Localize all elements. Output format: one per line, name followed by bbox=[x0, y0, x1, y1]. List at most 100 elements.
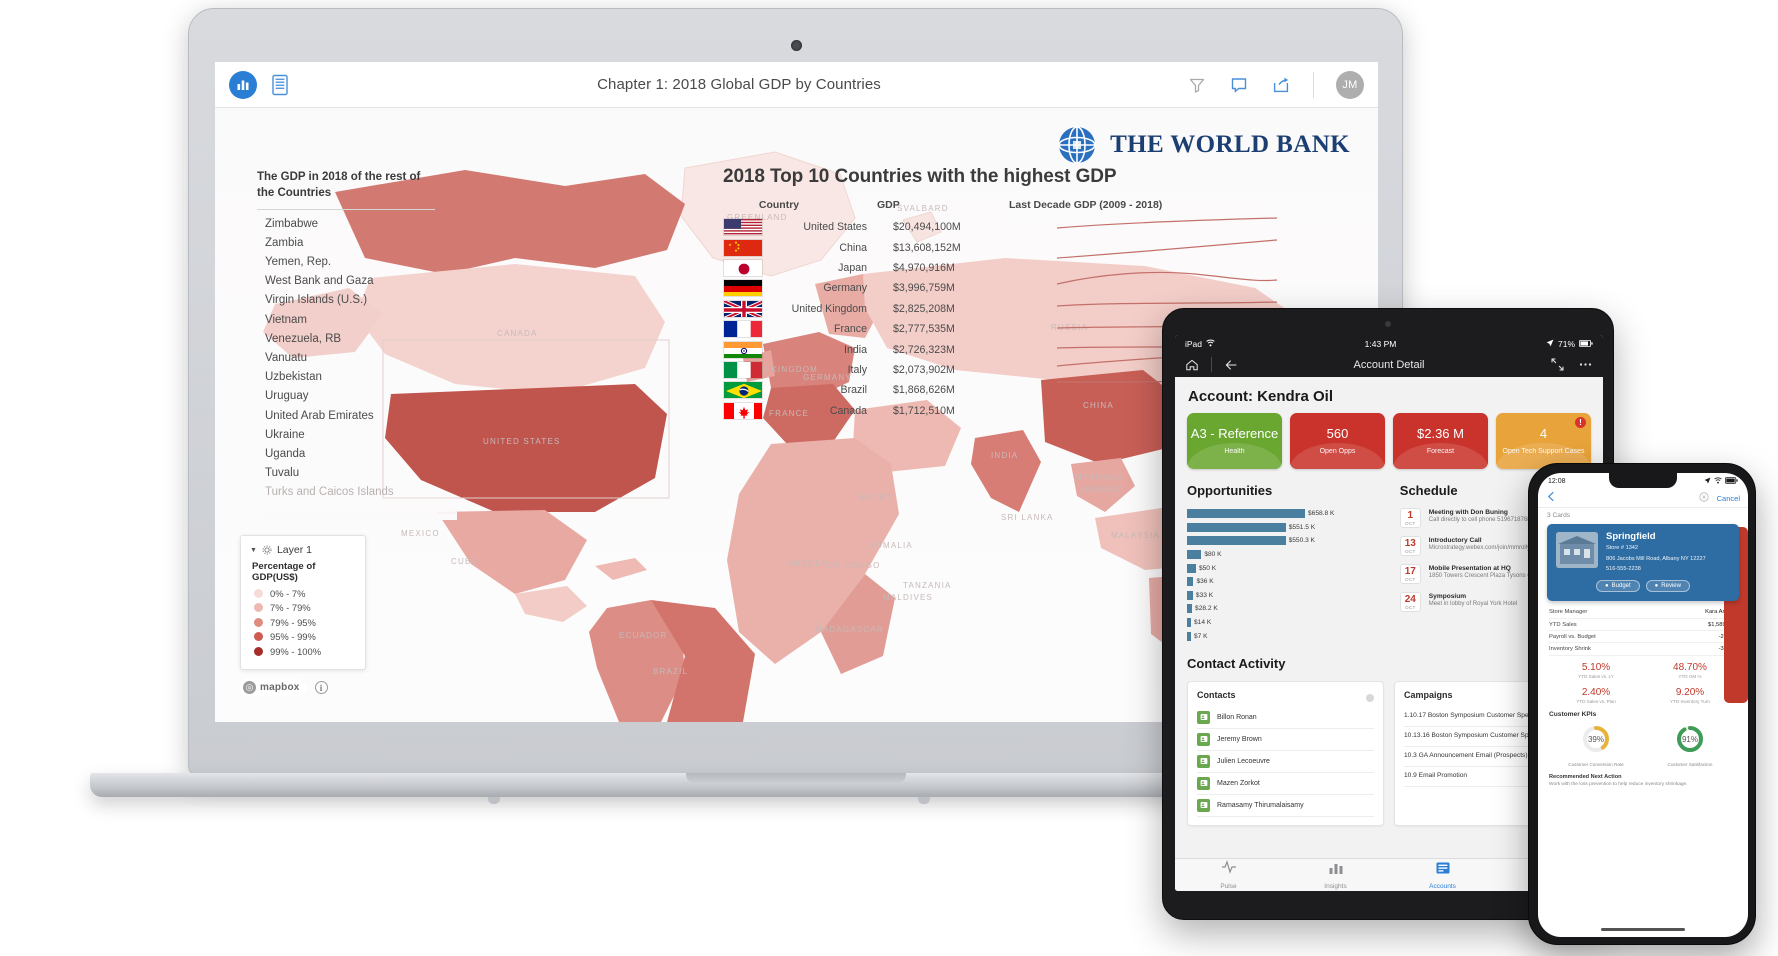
svg-text:FRANCE: FRANCE bbox=[769, 409, 809, 418]
schedule-item[interactable]: 17 OCT Mobile Presentation at HQ 1850 Tower… bbox=[1399, 564, 1591, 584]
opportunity-bar-row[interactable]: $551.5 K bbox=[1187, 522, 1388, 534]
contact-list-item[interactable]: Jeremy Brown bbox=[1197, 729, 1374, 751]
tab-accounts[interactable]: Accounts bbox=[1389, 860, 1496, 890]
laptop-foot-right bbox=[918, 797, 930, 804]
review-button[interactable]: ● Review bbox=[1645, 579, 1690, 592]
opportunity-bar-row[interactable]: $80 K bbox=[1187, 549, 1388, 561]
country-list-item[interactable]: Uzbekistan bbox=[265, 371, 322, 384]
opportunity-bar-row[interactable]: $33 K bbox=[1187, 590, 1388, 602]
contact-list-item[interactable]: Billon Ronan bbox=[1197, 707, 1374, 729]
schedule-text: Meeting with Don Buning Call directly to … bbox=[1429, 508, 1531, 525]
schedule-list[interactable]: 1 OCT Meeting with Don Buning Call directly… bbox=[1399, 508, 1591, 612]
gdp-table-row[interactable]: China $13,608,152M bbox=[723, 237, 1283, 257]
gdp-table-row[interactable]: India $2,726,323M bbox=[723, 339, 1283, 359]
opportunities-bar-chart[interactable]: $658.8 K $551.5 K $550.3 K $80 K $50 K $36 K $… bbox=[1187, 508, 1388, 642]
country-list-item[interactable]: Venezuela, RB bbox=[265, 332, 342, 345]
opportunity-bar-row[interactable]: $658.8 K bbox=[1187, 508, 1388, 520]
comment-icon[interactable] bbox=[1229, 75, 1249, 95]
country-list-item[interactable]: Uruguay bbox=[265, 390, 309, 403]
gdp-table-row[interactable]: Germany $3,996,759M bbox=[723, 278, 1283, 298]
tab-insights[interactable]: Insights bbox=[1282, 860, 1389, 890]
country-list-item[interactable]: Zambia bbox=[265, 236, 304, 249]
store-card[interactable]: Springfield Store # 1342 806 Jacobs Mill… bbox=[1547, 524, 1739, 601]
store-percent-metric: 5.10% YTD Sales vs. LY bbox=[1549, 662, 1643, 679]
document-icon[interactable] bbox=[269, 73, 291, 97]
country-list-item[interactable]: West Bank and Gaza bbox=[265, 275, 374, 288]
country-list-item[interactable]: Vanuatu bbox=[265, 351, 307, 364]
device-label: iPad bbox=[1185, 338, 1203, 349]
campaign-list-item[interactable]: 10.3 GA Announcement Email (Prospects) bbox=[1404, 747, 1581, 767]
kpi-tile[interactable]: $2.36 M Forecast bbox=[1393, 413, 1488, 469]
schedule-item[interactable]: 13 OCT Introductory Call Microstrategy.webe… bbox=[1399, 536, 1591, 556]
country-list-item[interactable]: Uganda bbox=[265, 447, 306, 460]
contact-list-item[interactable]: Ramasamy Thirumalaisamy bbox=[1197, 795, 1374, 817]
gdp-table-row[interactable]: United States $20,494,100M bbox=[723, 217, 1283, 237]
filter-icon[interactable] bbox=[1187, 75, 1207, 95]
app-toolbar: Chapter 1: 2018 Global GDP by Countries bbox=[215, 62, 1378, 108]
country-list-item[interactable]: United Arab Emirates bbox=[265, 409, 374, 422]
gdp-table-row[interactable]: France $2,777,535M bbox=[723, 319, 1283, 339]
schedule-panel: Schedule 1 OCT Meeting with Don Buning Call… bbox=[1399, 483, 1591, 644]
cancel-button[interactable]: Cancel bbox=[1716, 493, 1740, 503]
campaigns-list[interactable]: 1.10.17 Boston Symposium Customer Speake… bbox=[1404, 707, 1581, 787]
campaign-list-item[interactable]: 10.13.16 Boston Symposium Customer Speak… bbox=[1404, 727, 1581, 747]
country-list-item[interactable]: Tuvalu bbox=[265, 467, 300, 480]
country-list-item[interactable]: Yemen, Rep. bbox=[265, 256, 332, 268]
country-list-item[interactable]: Zimbabwe bbox=[265, 217, 319, 230]
chevron-down-icon[interactable]: ▼ bbox=[250, 546, 257, 554]
home-icon[interactable] bbox=[1185, 358, 1199, 372]
svg-text:MYANMAR: MYANMAR bbox=[1075, 473, 1124, 482]
more-horizontal-icon[interactable] bbox=[1579, 358, 1593, 372]
kpi-tile[interactable]: 560 Open Opps bbox=[1290, 413, 1385, 469]
country-list-item[interactable]: Virgin Islands (U.S.) bbox=[265, 294, 368, 307]
clear-circle-icon[interactable] bbox=[1699, 489, 1709, 507]
map-legend[interactable]: ▼ Layer 1 Percentage of GDP(US$) 0% - 7%… bbox=[240, 535, 366, 670]
legend-layer-header[interactable]: ▼ Layer 1 bbox=[250, 544, 356, 556]
map-attribution[interactable]: ◎ mapbox i bbox=[240, 679, 328, 696]
mapbox-logo-icon[interactable]: ◎ mapbox bbox=[240, 679, 307, 696]
kpi-tile[interactable]: A3 - Reference Health bbox=[1187, 413, 1282, 469]
contacts-card-menu-icon[interactable] bbox=[1366, 694, 1374, 703]
gdp-table-row[interactable]: Brazil $1,868,626M bbox=[723, 380, 1283, 400]
contact-list-item[interactable]: Julien Lecoeuvre bbox=[1197, 751, 1374, 773]
svg-text:GREENLAND: GREENLAND bbox=[727, 213, 788, 222]
campaign-list-item[interactable]: 1.10.17 Boston Symposium Customer Speake… bbox=[1404, 707, 1581, 727]
opportunity-bar-row[interactable]: $550.3 K bbox=[1187, 535, 1388, 547]
country-list-item[interactable]: Ukraine bbox=[265, 428, 305, 441]
percent-label: YTD Sales vs. LY bbox=[1578, 673, 1614, 679]
country-list-item[interactable]: Vietnam bbox=[265, 313, 307, 326]
opportunity-bar-label: $28.2 K bbox=[1195, 605, 1218, 613]
contact-list-item[interactable]: Mazen Zorkot bbox=[1197, 773, 1374, 795]
legend-rows: 0% - 7% 7% - 79% 79% - 95% 95% - 99% 99% - 1… bbox=[250, 588, 356, 657]
recommendation-title: Recommended Next Action bbox=[1549, 773, 1622, 780]
opportunity-bar-row[interactable]: $7 K bbox=[1187, 630, 1388, 642]
budget-button[interactable]: ● Budget bbox=[1596, 579, 1640, 592]
gear-icon[interactable] bbox=[262, 545, 272, 555]
gdp-table-row[interactable]: Japan $4,970,916M bbox=[723, 258, 1283, 278]
avatar[interactable]: JM bbox=[1336, 70, 1364, 99]
share-icon[interactable] bbox=[1271, 75, 1291, 95]
tab-pulse[interactable]: Pulse bbox=[1175, 860, 1282, 890]
gdp-table-row[interactable]: Canada $1,712,510M bbox=[723, 401, 1283, 421]
gdp-table-row[interactable]: Italy $2,073,902M bbox=[723, 360, 1283, 380]
kpi-value: $2.36 M bbox=[1417, 426, 1464, 442]
info-icon[interactable]: i bbox=[314, 681, 328, 694]
tablet-status-bar: iPad 1:43 PM 71% bbox=[1175, 335, 1603, 352]
opportunity-bar-row[interactable]: $28.2 K bbox=[1187, 603, 1388, 615]
opportunity-bar-row[interactable]: $36 K bbox=[1187, 576, 1388, 588]
back-arrow-icon[interactable] bbox=[1546, 489, 1557, 507]
home-indicator[interactable] bbox=[1601, 928, 1685, 931]
back-arrow-icon[interactable] bbox=[1224, 358, 1238, 372]
gdp-table-row[interactable]: United Kingdom $2,825,208M bbox=[723, 299, 1283, 319]
bar-chart-logo-icon[interactable] bbox=[229, 70, 257, 99]
schedule-item[interactable]: 1 OCT Meeting with Don Buning Call directly… bbox=[1399, 508, 1591, 528]
contacts-list[interactable]: Billon Ronan Jeremy Brown Julien Lecoeuvre… bbox=[1197, 707, 1374, 817]
expand-icon[interactable] bbox=[1551, 358, 1565, 372]
campaign-list-item[interactable]: 10.9 Email Promotion bbox=[1404, 767, 1581, 787]
opportunity-bar-row[interactable]: $50 K bbox=[1187, 562, 1388, 574]
schedule-item[interactable]: 24 OCT Symposium Meet in lobby of Royal Yor… bbox=[1399, 592, 1591, 612]
country-list[interactable]: Zimbabwe Zambia Yemen, Rep. West Bank and G… bbox=[257, 214, 457, 502]
opportunity-bar-row[interactable]: $14 K bbox=[1187, 617, 1388, 629]
kpi-tile[interactable]: ! 4 Open Tech Support Cases bbox=[1496, 413, 1591, 469]
opportunity-bar-label: $80 K bbox=[1204, 551, 1222, 559]
